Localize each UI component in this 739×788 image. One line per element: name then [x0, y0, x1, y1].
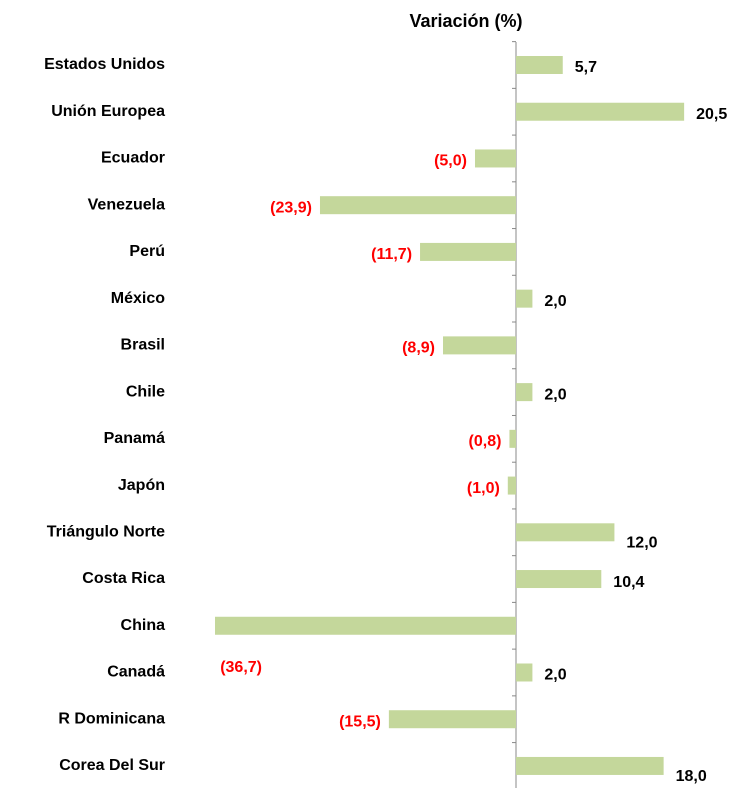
value-label: 2,0 [544, 386, 566, 403]
value-label: (23,9) [270, 199, 312, 216]
category-label: Brasil [121, 337, 165, 354]
chart-title: Variación (%) [409, 11, 522, 31]
category-label: Panamá [104, 430, 165, 447]
category-label: Corea Del Sur [59, 757, 165, 774]
bar [516, 756, 664, 775]
value-label: 18,0 [676, 768, 707, 785]
bar [516, 56, 563, 74]
value-label: 20,5 [696, 106, 727, 123]
bar [443, 336, 516, 355]
bar [507, 476, 516, 495]
category-label: Costa Rica [82, 570, 165, 587]
value-label: (5,0) [434, 153, 467, 170]
category-label: Venezuela [88, 196, 165, 213]
bar [516, 523, 615, 542]
bar [420, 242, 516, 261]
category-label: Chile [126, 383, 165, 400]
bar [388, 710, 516, 729]
category-label: Japón [118, 477, 165, 494]
category-label: R Dominicana [58, 710, 165, 727]
bar [509, 429, 516, 448]
bar [474, 149, 516, 168]
category-label: Perú [129, 243, 165, 260]
bar [319, 196, 516, 215]
value-label: 2,0 [544, 667, 566, 684]
value-label: (11,7) [371, 246, 412, 263]
category-label: Triángulo Norte [47, 524, 165, 541]
category-label: Ecuador [101, 150, 165, 167]
category-label: Canadá [107, 664, 165, 681]
value-label: 12,0 [626, 535, 657, 552]
value-label: 10,4 [613, 574, 644, 591]
bar [215, 616, 516, 635]
category-label: Estados Unidos [44, 56, 165, 73]
value-label: 2,0 [544, 293, 566, 310]
bar [516, 102, 685, 121]
bar [516, 383, 533, 402]
value-label: (0,8) [469, 433, 502, 450]
bar [516, 289, 533, 308]
value-label: (8,9) [402, 340, 435, 357]
bar [516, 570, 602, 589]
value-label: (15,5) [339, 713, 381, 730]
category-label: México [111, 290, 165, 307]
value-label: (36,7) [220, 659, 262, 676]
value-label: (1,0) [467, 480, 500, 497]
category-label: Unión Europea [51, 103, 165, 120]
category-label: China [121, 617, 166, 634]
value-label: 5,7 [575, 59, 597, 76]
bar [516, 663, 533, 682]
